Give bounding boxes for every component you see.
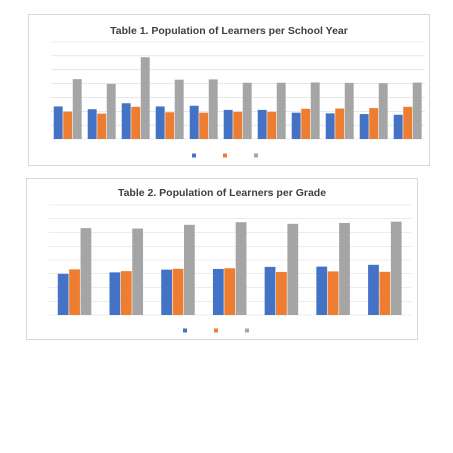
chart-1-bar-total — [378, 83, 388, 139]
chart-1-bar-total — [344, 82, 354, 139]
chart-1-bar-male — [87, 109, 97, 139]
chart-2-bar-total — [390, 221, 402, 315]
chart-1-bar-total — [276, 82, 286, 139]
chart-1-bar-total — [106, 83, 116, 139]
chart-2-bar-male — [161, 269, 172, 315]
chart-2-title: Table 2. Population of Learners per Grad… — [118, 187, 326, 199]
chart-1-bar-male — [53, 106, 63, 139]
chart-2-bar-female — [327, 271, 339, 315]
chart-1-bar-total — [208, 79, 218, 139]
chart-1-bar-total — [140, 57, 150, 139]
chart-1-bar-total — [412, 82, 422, 139]
chart-2-bar-male — [368, 264, 379, 315]
chart-2-bar-female — [224, 268, 236, 315]
chart-2-bar-male — [264, 266, 276, 315]
chart-1-bar-total — [174, 79, 184, 139]
chart-1-bar-total — [72, 79, 82, 139]
chart-1-legend-swatch-male — [192, 153, 196, 158]
chart-2-bar-male — [316, 266, 328, 315]
chart-2-bar-female — [379, 271, 391, 315]
chart-1-bar-female — [63, 111, 73, 139]
chart-1-title: Table 1. Population of Learners per Scho… — [110, 25, 348, 37]
chart-1-bar-male — [393, 114, 403, 139]
chart-1-bar-male — [257, 109, 267, 139]
chart-1-bar-female — [403, 106, 413, 139]
chart-1-bar-female — [199, 112, 209, 139]
chart-2-bar-male — [212, 268, 224, 315]
chart-2-bar-total — [132, 228, 144, 315]
chart-2-bar-total — [235, 222, 247, 315]
chart-1-legend-swatch-female — [223, 153, 227, 158]
chart-2-legend-swatch-female — [214, 328, 218, 333]
chart-2-svg: Table 2. Population of Learners per Grad… — [49, 187, 411, 333]
chart-2-bar-female — [172, 268, 184, 315]
chart-2-legend-swatch-total — [245, 328, 249, 333]
chart-1-bar-total — [310, 82, 320, 139]
chart-2-bar-male — [109, 272, 121, 315]
chart-2-bar-male — [57, 273, 69, 315]
chart-1-legend-swatch-total — [254, 153, 258, 158]
chart-1-bar-female — [267, 111, 277, 139]
chart-1-bar-female — [301, 108, 311, 139]
chart-2-legend-swatch-male — [183, 328, 187, 333]
chart-1-bar-male — [155, 106, 165, 139]
chart-2-bar-total — [339, 223, 350, 315]
chart-1-bar-female — [369, 108, 379, 139]
chart-1-bar-female — [233, 111, 243, 139]
chart-1-bar-male — [223, 109, 233, 139]
chart-1-svg: Table 1. Population of Learners per Scho… — [51, 25, 425, 158]
chart-2-bar-female — [120, 271, 132, 315]
chart-1-bar-male — [189, 105, 199, 139]
chart-2-bar-total — [287, 223, 299, 315]
chart-1-bar-male — [359, 114, 369, 139]
chart-1-bar-male — [325, 113, 335, 139]
chart-1-bar-male — [291, 112, 301, 139]
chart-1-bar-female — [131, 106, 141, 139]
chart-1-bar-female — [335, 108, 345, 139]
chart-1-bar-female — [165, 112, 175, 139]
chart-1-bar-male — [121, 103, 131, 139]
chart-1-bar-total — [242, 82, 252, 139]
chart-1-bar-female — [97, 113, 107, 139]
chart-1-panel: Table 1. Population of Learners per Scho… — [28, 14, 430, 166]
chart-2-bar-total — [183, 224, 195, 315]
chart-2-bar-total — [80, 228, 92, 315]
chart-2-bar-female — [276, 271, 287, 315]
chart-2-bar-female — [69, 269, 80, 315]
chart-2-panel: Table 2. Population of Learners per Grad… — [26, 178, 418, 340]
